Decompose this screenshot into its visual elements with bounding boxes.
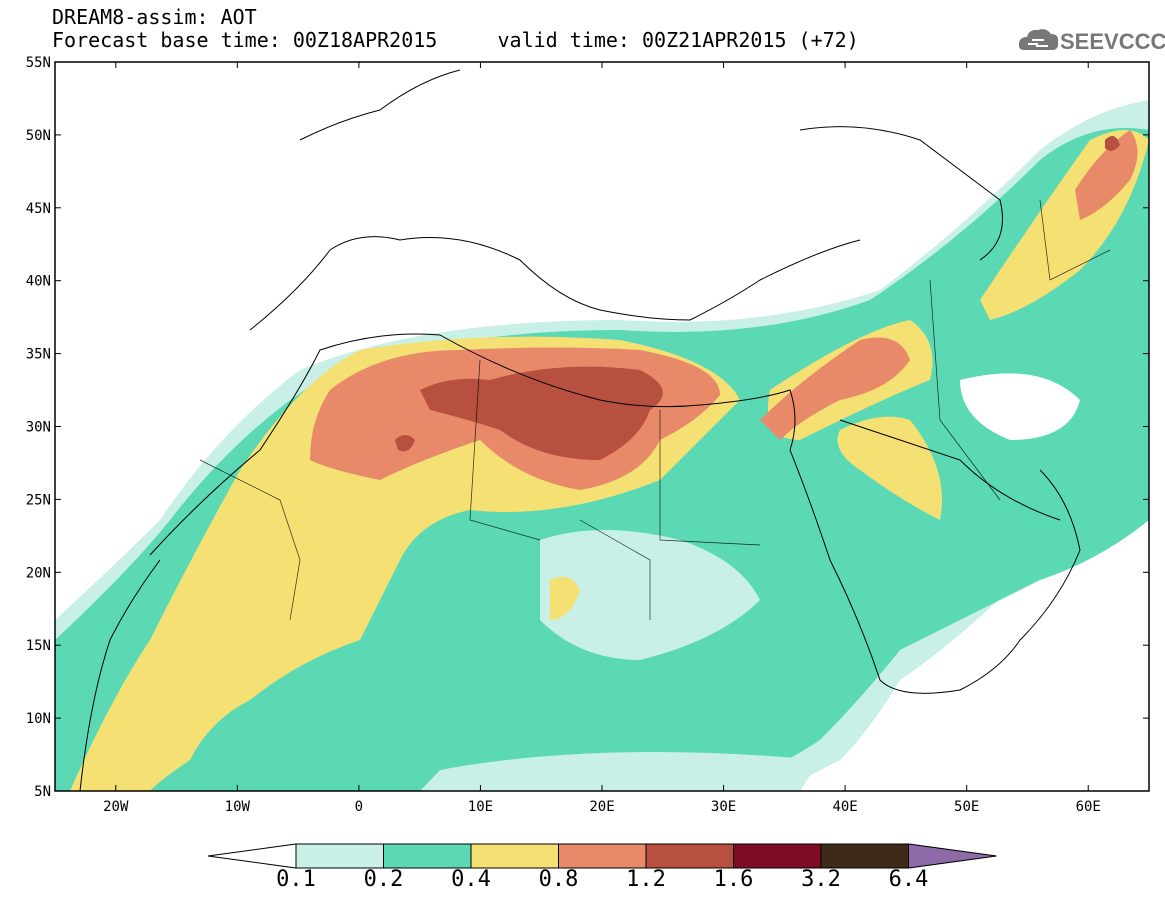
forecast-time-subtitle: Forecast base time: 00Z18APR2015 valid t… (52, 28, 859, 52)
colorbar-lower-extension (207, 843, 297, 869)
aot-field (55, 62, 1149, 791)
colorbar (207, 843, 997, 869)
latitude-labels: 55N 50N 45N 40N 35N 30N 25N 20N 15N 10N 5N (26, 55, 51, 800)
borders (199, 199, 1111, 621)
colorbar-label: 1.2 (626, 867, 666, 892)
colorbar-segment (383, 843, 472, 869)
lon-label: 0 (355, 799, 363, 815)
colorbar-segment (558, 843, 647, 869)
lat-label: 25N (26, 492, 51, 508)
lat-label: 40N (26, 274, 51, 290)
colorbar-label: 0.8 (538, 867, 579, 892)
lat-label: 35N (26, 347, 51, 363)
lon-label: 40E (832, 799, 857, 815)
colorbar-segment (295, 843, 384, 869)
seevccc-logo: SEEVCCC (1060, 29, 1165, 54)
colorbar-label: 1.6 (713, 867, 754, 892)
lat-label: 15N (26, 638, 51, 654)
lat-label: 55N (26, 55, 51, 71)
map-title: DREAM8-assim: AOT (52, 5, 257, 29)
colorbar-segment (645, 843, 734, 869)
lon-label: 20W (103, 799, 129, 815)
lon-label: 20E (589, 799, 614, 815)
lon-label: 10W (225, 799, 251, 815)
colorbar-segment (820, 843, 909, 869)
lon-label: 50E (954, 799, 979, 815)
longitude-labels: 20W 10W 0 10E 20E 30E 40E 50E 60E (103, 799, 1101, 815)
colorbar-label: 3.2 (801, 867, 841, 892)
lat-label: 30N (26, 420, 51, 436)
colorbar-label: 6.4 (888, 867, 929, 892)
lon-label: 10E (468, 799, 493, 815)
colorbar-upper-extension (908, 843, 997, 869)
lon-label: 60E (1076, 799, 1101, 815)
lat-label: 50N (26, 128, 51, 144)
colorbar-segment (733, 843, 822, 869)
axis-ticks (55, 61, 1149, 792)
lat-label: 45N (26, 201, 51, 217)
lon-label: 30E (711, 799, 736, 815)
lat-label: 10N (26, 711, 51, 727)
lat-label: 20N (26, 565, 51, 581)
colorbar-label: 0.2 (363, 867, 404, 892)
colorbar-label: 0.4 (451, 867, 491, 892)
coastlines (79, 69, 1081, 791)
colorbar-label: 0.1 (276, 867, 316, 892)
cloud-icon (1018, 29, 1059, 50)
lat-label: 5N (34, 784, 51, 800)
colorbar-segment (470, 843, 559, 869)
